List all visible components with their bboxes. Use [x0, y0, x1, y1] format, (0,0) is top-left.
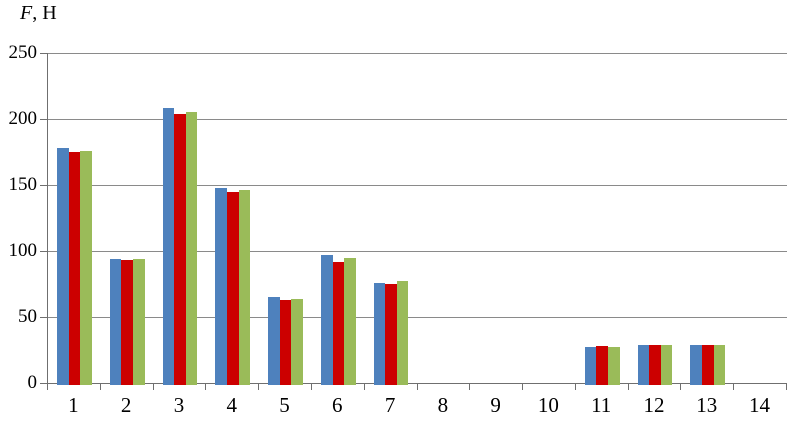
x-tick-13 — [733, 384, 735, 390]
bar-group-1 — [48, 53, 101, 385]
bar-group-14 — [734, 53, 787, 383]
bar-series-green-cat1 — [80, 151, 92, 385]
x-tick-label-12: 12 — [643, 393, 665, 417]
bar-series-blue-cat6 — [320, 255, 333, 385]
y-axis-title-symbol: F — [20, 2, 33, 24]
bar-series-blue-cat3 — [162, 108, 175, 385]
bar-series-red-cat2 — [121, 260, 133, 385]
y-tick-label-200: 200 — [8, 108, 38, 129]
x-tick-10 — [574, 384, 576, 390]
bar-series-blue-cat11 — [584, 347, 597, 385]
x-tick-label-13: 13 — [696, 393, 718, 417]
bar-series-blue-cat13 — [690, 345, 702, 385]
x-tick-label-2: 2 — [120, 393, 132, 417]
bar-groups — [48, 53, 787, 385]
bar-series-blue-cat5 — [268, 297, 280, 385]
y-axis-tick-labels: 0 50 100 150 200 250 — [0, 42, 38, 393]
bar-series-red-cat13 — [701, 345, 714, 385]
x-tick-label-9: 9 — [490, 393, 501, 417]
x-axis-tick-labels: 1 2 3 4 5 6 7 8 9 10 11 12 13 14 — [47, 393, 786, 418]
bar-series-red-cat5 — [279, 300, 292, 385]
bar-group-3 — [154, 53, 207, 385]
bar-group-7 — [365, 53, 418, 385]
bar-group-13 — [681, 53, 734, 385]
x-tick-label-3: 3 — [173, 393, 185, 417]
y-axis-title-unit: , Н — [32, 2, 57, 24]
bar-series-green-cat3 — [185, 112, 198, 385]
bar-series-red-cat7 — [385, 284, 397, 385]
x-tick-7 — [416, 384, 418, 390]
bar-series-red-cat3 — [174, 114, 186, 385]
x-tick-label-14: 14 — [749, 393, 771, 417]
y-tick-200 — [40, 119, 48, 120]
y-tick-150 — [40, 185, 48, 186]
y-tick-label-100: 100 — [8, 240, 38, 261]
x-tick-0 — [47, 384, 48, 390]
x-tick-label-7: 7 — [384, 393, 396, 417]
bar-series-blue-cat12 — [637, 345, 650, 385]
bar-group-12 — [629, 53, 682, 385]
x-tick-1 — [99, 384, 101, 390]
x-tick-12 — [680, 384, 682, 390]
x-tick-label-10: 10 — [537, 393, 559, 417]
bar-group-6 — [312, 53, 365, 385]
y-tick-label-0: 0 — [27, 372, 38, 393]
x-tick-9 — [522, 384, 524, 390]
x-tick-6 — [363, 384, 365, 390]
bar-series-red-cat1 — [68, 152, 81, 385]
y-tick-250 — [40, 53, 48, 54]
bar-series-green-cat4 — [238, 190, 251, 385]
bar-series-blue-cat4 — [215, 188, 227, 385]
y-tick-label-250: 250 — [8, 42, 38, 63]
plot-area — [40, 53, 787, 390]
gridline-250 — [48, 53, 787, 54]
x-tick-11 — [627, 384, 629, 390]
bar-series-red-cat6 — [332, 262, 345, 385]
bar-series-green-cat12 — [660, 345, 673, 385]
x-tick-label-1: 1 — [68, 393, 79, 417]
bar-series-red-cat11 — [596, 346, 608, 385]
bar-series-blue-cat1 — [57, 148, 69, 385]
bar-group-9 — [470, 53, 523, 383]
y-tick-label-150: 150 — [8, 174, 38, 195]
x-tick-3 — [205, 384, 207, 390]
bar-series-red-cat12 — [649, 345, 661, 385]
x-tick-label-4: 4 — [226, 393, 237, 417]
bar-series-green-cat13 — [713, 345, 726, 385]
bar-series-green-cat6 — [344, 258, 356, 385]
bar-series-green-cat11 — [608, 347, 620, 385]
y-tick-label-50: 50 — [18, 306, 37, 327]
bar-series-green-cat5 — [291, 299, 303, 385]
gridline-200 — [48, 119, 787, 120]
bar-group-2 — [101, 53, 154, 385]
bar-series-blue-cat7 — [373, 283, 386, 385]
bar-group-4 — [206, 53, 259, 385]
bar-group-5 — [259, 53, 312, 385]
bar-group-10 — [523, 53, 576, 383]
x-tick-label-11: 11 — [591, 393, 612, 417]
bar-series-green-cat7 — [396, 281, 409, 385]
x-tick-label-5: 5 — [279, 393, 290, 417]
bar-series-red-cat4 — [226, 192, 239, 385]
x-tick-8 — [469, 384, 471, 390]
y-tick-0 — [40, 383, 48, 384]
y-axis-title: F, Н — [20, 1, 57, 25]
x-tick-5 — [310, 384, 312, 390]
x-tick-label-6: 6 — [332, 393, 343, 417]
x-tick-4 — [258, 384, 260, 390]
y-tick-100 — [40, 251, 48, 252]
x-tick-2 — [152, 384, 154, 390]
bar-series-green-cat2 — [132, 259, 145, 385]
gridline-50 — [48, 317, 787, 318]
gridline-100 — [48, 251, 787, 252]
y-tick-50 — [40, 317, 48, 318]
bar-group-11 — [576, 53, 629, 385]
bar-series-blue-cat2 — [109, 259, 122, 385]
x-tick-label-8: 8 — [437, 393, 449, 417]
bar-group-8 — [417, 53, 470, 383]
gridline-150 — [48, 185, 787, 186]
